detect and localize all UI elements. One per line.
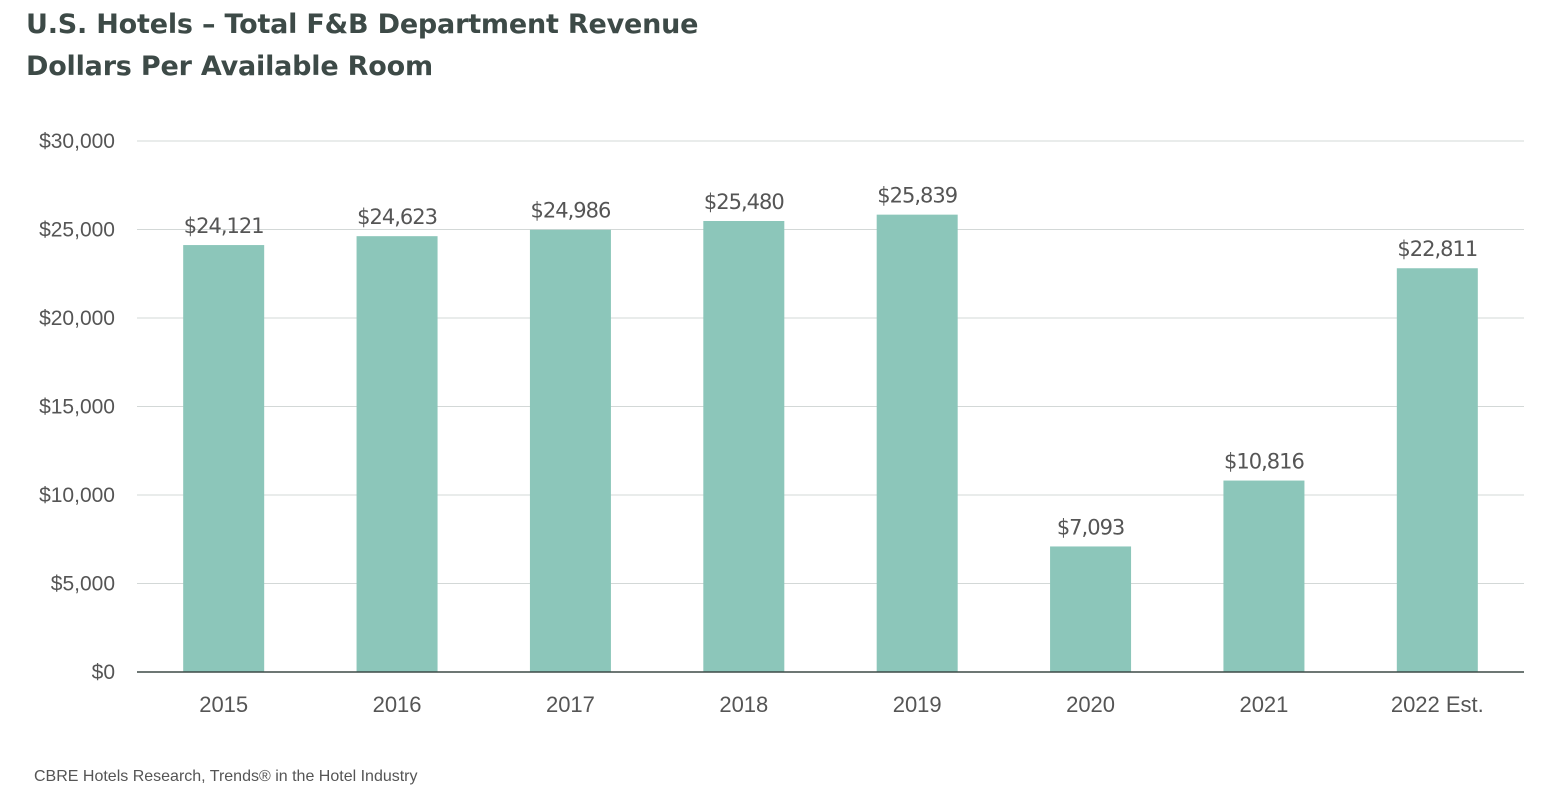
x-tick-label: 2020 <box>1066 692 1115 717</box>
bar <box>1396 268 1478 672</box>
bar <box>876 214 958 672</box>
data-label: $24,623 <box>357 205 437 229</box>
bar <box>1223 480 1305 672</box>
bar <box>703 221 785 672</box>
x-tick-label: 2016 <box>373 692 422 717</box>
y-tick-label: $20,000 <box>39 307 115 330</box>
x-tick-label: 2018 <box>719 692 768 717</box>
data-label: $25,839 <box>877 184 957 208</box>
y-tick-label: $15,000 <box>39 396 115 419</box>
chart-title-block: U.S. Hotels – Total F&B Department Reven… <box>26 4 698 88</box>
x-tick-label: 2019 <box>893 692 942 717</box>
bar <box>529 229 611 672</box>
chart-title: U.S. Hotels – Total F&B Department Reven… <box>26 9 699 40</box>
x-tick-label: 2015 <box>199 692 248 717</box>
x-tick-label: 2021 <box>1239 692 1288 717</box>
bar <box>356 236 438 672</box>
data-label: $24,986 <box>531 199 611 223</box>
source-note: CBRE Hotels Research, Trends® in the Hot… <box>34 768 418 785</box>
y-tick-label: $10,000 <box>39 484 115 507</box>
x-tick-label: 2017 <box>546 692 595 717</box>
bar <box>1050 546 1132 672</box>
data-label: $25,480 <box>704 190 784 214</box>
bar <box>183 245 265 673</box>
data-label: $10,816 <box>1224 450 1304 474</box>
y-tick-label: $25,000 <box>39 219 115 242</box>
chart-subtitle: Dollars Per Available Room <box>26 51 433 82</box>
y-tick-label: $5,000 <box>51 573 115 596</box>
data-label: $7,093 <box>1057 515 1124 539</box>
y-tick-label: $30,000 <box>39 130 115 153</box>
y-tick-label: $0 <box>92 661 115 684</box>
data-label: $22,811 <box>1397 237 1477 261</box>
data-label: $24,121 <box>184 214 264 238</box>
x-tick-label: 2022 Est. <box>1391 692 1484 717</box>
